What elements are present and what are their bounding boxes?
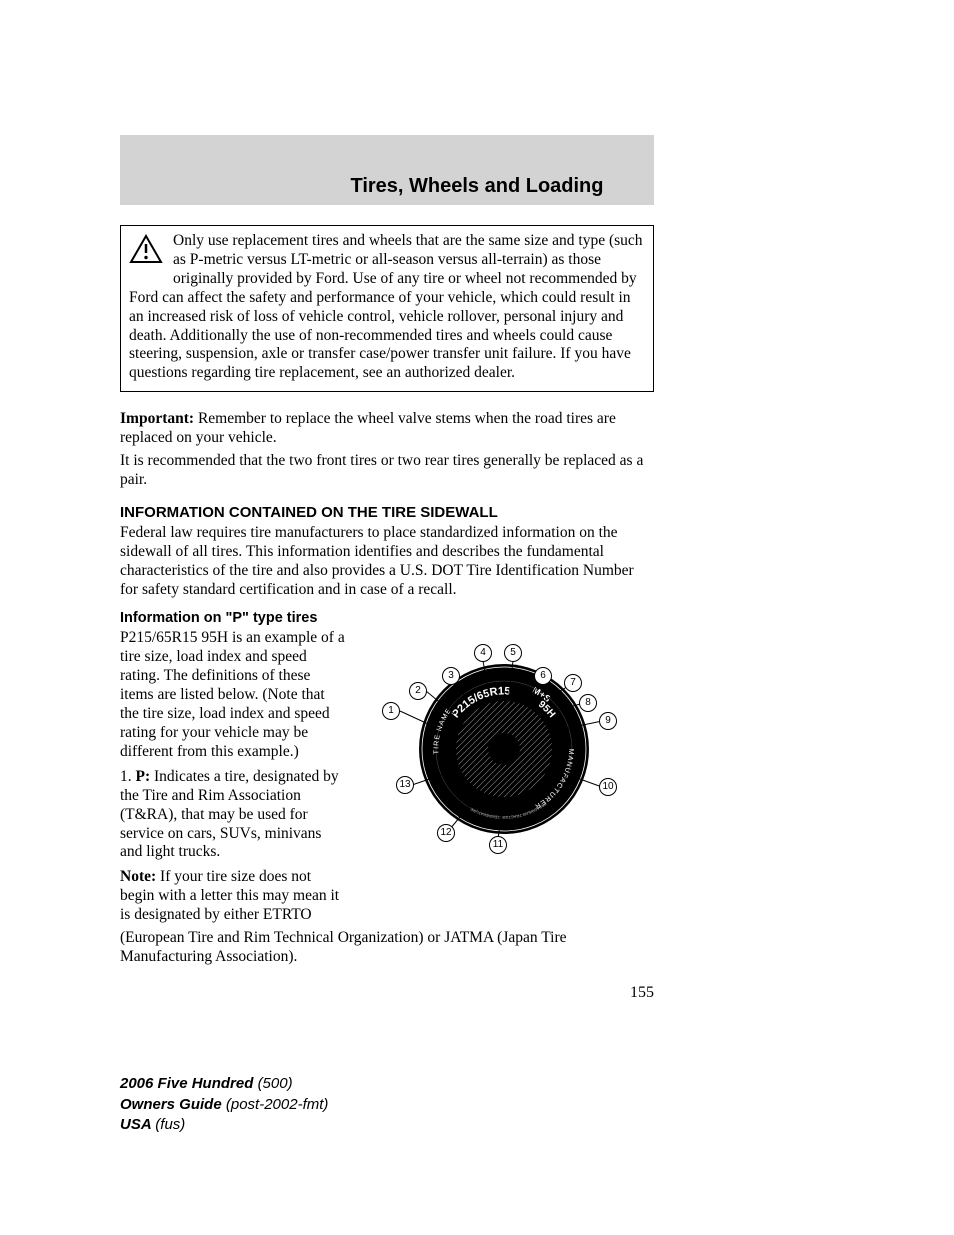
warning-icon xyxy=(129,234,163,270)
sub-heading-p-tires: Information on "P" type tires xyxy=(120,610,654,628)
warning-text: Only use replacement tires and wheels th… xyxy=(129,232,643,381)
note-paragraph: Note: If your tire size does not begin w… xyxy=(120,868,345,925)
diagram-column: P215/65R15 95H M+S TIRE NAME MANUFACTURE… xyxy=(374,629,654,854)
section-heading-sidewall: INFORMATION CONTAINED ON THE TIRE SIDEWA… xyxy=(120,504,654,522)
important-label: Important: xyxy=(120,410,194,427)
tire-sidewall-diagram: P215/65R15 95H M+S TIRE NAME MANUFACTURE… xyxy=(374,639,634,854)
page-content: Only use replacement tires and wheels th… xyxy=(120,225,654,1002)
tire-svg: P215/65R15 95H M+S TIRE NAME MANUFACTURE… xyxy=(374,639,634,854)
p-type-intro: P215/65R15 95H is an example of a tire s… xyxy=(120,629,345,761)
two-column-layout: P215/65R15 95H is an example of a tire s… xyxy=(120,629,654,929)
warning-box: Only use replacement tires and wheels th… xyxy=(120,225,654,392)
section1-body: Federal law requires tire manufacturers … xyxy=(120,524,654,600)
page-title: Tires, Wheels and Loading xyxy=(0,175,954,198)
p-definition: 1. P: Indicates a tire, designated by th… xyxy=(120,768,345,863)
footer-line-2: Owners Guide (post-2002-fmt) xyxy=(120,1095,328,1115)
footer: 2006 Five Hundred (500) Owners Guide (po… xyxy=(120,1074,328,1135)
note-label: Note: xyxy=(120,868,156,885)
page-number: 155 xyxy=(120,983,654,1003)
note-continuation: (European Tire and Rim Technical Organiz… xyxy=(120,929,654,967)
footer-line-3: USA (fus) xyxy=(120,1115,328,1135)
p-def-rest: Indicates a tire, designated by the Tire… xyxy=(120,768,339,861)
recommend-paragraph: It is recommended that the two front tir… xyxy=(120,452,654,490)
important-paragraph: Important: Remember to replace the wheel… xyxy=(120,410,654,448)
p-def-bold: P: xyxy=(136,768,151,785)
footer-line-1: 2006 Five Hundred (500) xyxy=(120,1074,328,1094)
important-text: Remember to replace the wheel valve stem… xyxy=(120,410,616,446)
text-column: P215/65R15 95H is an example of a tire s… xyxy=(120,629,345,929)
p-def-number: 1. xyxy=(120,768,136,785)
